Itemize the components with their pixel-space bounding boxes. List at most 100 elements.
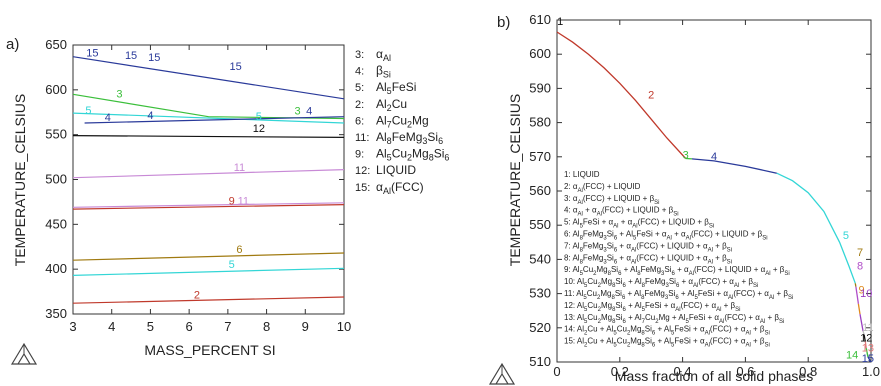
panel-a-label: a) <box>6 36 19 53</box>
y-tick-label: 560 <box>529 183 551 198</box>
x-tick-label: 10 <box>337 319 351 334</box>
series-line-11 <box>72 169 345 179</box>
x-tick-label: 4 <box>108 319 115 334</box>
x-tick-label: 0.8 <box>799 364 817 379</box>
panel-b-x-ticks: 0 0.2 0.4 0.6 0.8 1.0 <box>553 20 880 379</box>
panel-a-legend: 3: αAl 4: βSi 5: Al5FeSi 2: Al2Cu 6: Al7Cu2Mg 11: A… <box>355 47 449 196</box>
y-tick-label: 580 <box>529 115 551 130</box>
curve-label: 8 <box>857 261 863 273</box>
x-tick-label: 3 <box>69 319 76 334</box>
curve-label: 15 <box>148 52 160 64</box>
panel-a-ylabel: TEMPERATURE_CELSIUS <box>12 94 28 266</box>
legend-entry: αAl(FCC) <box>376 180 424 196</box>
series-line-11 <box>862 331 865 335</box>
legend-entry: 5: Al5FeSi + αAl + αAl(FCC) + LIQUID + β… <box>564 218 714 230</box>
series-line-15 <box>72 56 345 100</box>
y-tick-label: 610 <box>529 12 551 27</box>
curve-label: 2 <box>194 290 200 302</box>
curve-label: 12 <box>860 332 872 344</box>
curve-label: 5 <box>256 111 262 123</box>
curve-label: 9 <box>859 285 865 297</box>
series-line-15 <box>867 356 872 363</box>
series-line-6 <box>72 252 345 261</box>
legend-number: 9: <box>355 149 364 161</box>
curve-label: 5 <box>229 259 235 271</box>
series-line-4 <box>84 116 345 124</box>
curve-label: 9 <box>229 195 235 207</box>
legend-entry: 1: LIQUID <box>564 170 600 179</box>
curve-label: 11 <box>862 322 873 334</box>
x-tick-label: 0.2 <box>611 364 629 379</box>
series-line-9 <box>857 303 861 315</box>
legend-number: 3: <box>355 49 364 61</box>
series-line-5 <box>776 172 856 284</box>
panel-b-xlabel: Mass fraction of all solid phases <box>615 368 813 384</box>
panel-a-series <box>72 56 345 304</box>
series-line-5 <box>72 112 345 124</box>
panel-b-plot-frame <box>556 19 872 363</box>
curve-label: 11 <box>238 195 249 207</box>
y-tick-label: 650 <box>45 37 67 52</box>
series-line-14 <box>865 348 869 358</box>
y-tick-label: 520 <box>529 320 551 335</box>
legend-entry: αAl <box>376 47 391 63</box>
x-tick-label: 8 <box>263 319 270 334</box>
legend-number: 11: <box>355 132 369 144</box>
y-tick-label: 540 <box>529 251 551 266</box>
triangle-logo-inner-icon <box>12 344 36 365</box>
x-tick-label: 6 <box>186 319 193 334</box>
legend-number: 5: <box>355 82 364 94</box>
curve-label: 7 <box>857 247 863 259</box>
x-tick-label: 7 <box>224 319 231 334</box>
curve-label: 1 <box>557 16 563 28</box>
x-tick-label: 1.0 <box>862 364 880 379</box>
curve-label: 4 <box>306 106 312 118</box>
x-tick-label: 9 <box>302 319 309 334</box>
curve-label: 12 <box>253 123 265 135</box>
legend-number: 2: <box>355 99 364 111</box>
y-tick-label: 400 <box>45 261 67 276</box>
panel-b-label: b) <box>497 14 510 31</box>
curve-label: 15 <box>125 50 137 62</box>
curve-label: 4 <box>711 151 717 163</box>
legend-entry: 8: Al8FeMg3Si6 + αAl(FCC) + LIQUID + αAl… <box>564 253 732 265</box>
series-line-12 <box>72 135 345 138</box>
y-tick-label: 600 <box>45 82 67 97</box>
legend-entry: 15: Al2Cu + Al5Cu2Mg8Si6 + Al5FeSi + αAl… <box>564 337 770 349</box>
y-tick-label: 570 <box>529 149 551 164</box>
triangle-logo-icon <box>488 362 516 385</box>
curve-label: 13 <box>862 343 874 355</box>
legend-entry: 12: Al5Cu2Mg8Si6 + Al5FeSi + αAl(FCC) + … <box>564 301 741 313</box>
curve-label: 11 <box>234 162 245 174</box>
thermo-calc-logo-a <box>10 342 38 365</box>
series-line-8 <box>855 286 860 304</box>
series-line-10 <box>859 313 864 332</box>
panel-a-x-ticks: 3 4 5 6 7 8 9 10 <box>69 45 351 334</box>
series-line-2 <box>556 31 687 159</box>
legend-entry: 9: Al5Cu2Mg8Si6 + Al8FeMg3Si6 + αAl(FCC)… <box>564 265 790 277</box>
x-tick-label: 0.4 <box>674 364 692 379</box>
curve-label: 15 <box>86 47 98 59</box>
panel-b-ylabel: TEMPERATURE_CELSIUS <box>507 94 523 266</box>
panel-b-series <box>556 31 872 363</box>
y-tick-label: 530 <box>529 286 551 301</box>
series-line-11 <box>72 202 345 208</box>
triangle-logo-inner-icon <box>490 364 514 385</box>
legend-entry: 2: αAl(FCC) + LIQUID <box>564 182 641 194</box>
legend-entry: Al5FeSi <box>376 80 416 96</box>
y-tick-label: 590 <box>529 80 551 95</box>
curve-label: 5 <box>85 105 91 117</box>
series-line-4 <box>691 158 777 174</box>
legend-entry: 13: Al5Cu2Mg8Si6 + Al7Cu2Mg + Al5FeSi + … <box>564 313 784 325</box>
curve-label: 4 <box>147 110 153 122</box>
legend-entry: 7: Al8FeMg3Si6 + αAl(FCC) + LIQUID + αAl… <box>564 241 732 253</box>
x-tick-label: 5 <box>147 319 154 334</box>
y-tick-label: 450 <box>45 216 67 231</box>
curve-label: 3 <box>294 106 300 118</box>
legend-entry: 14: Al2Cu + Al5Cu2Mg8Si6 + Al5FeSi + αAl… <box>564 325 770 337</box>
legend-number: 4: <box>355 66 364 78</box>
